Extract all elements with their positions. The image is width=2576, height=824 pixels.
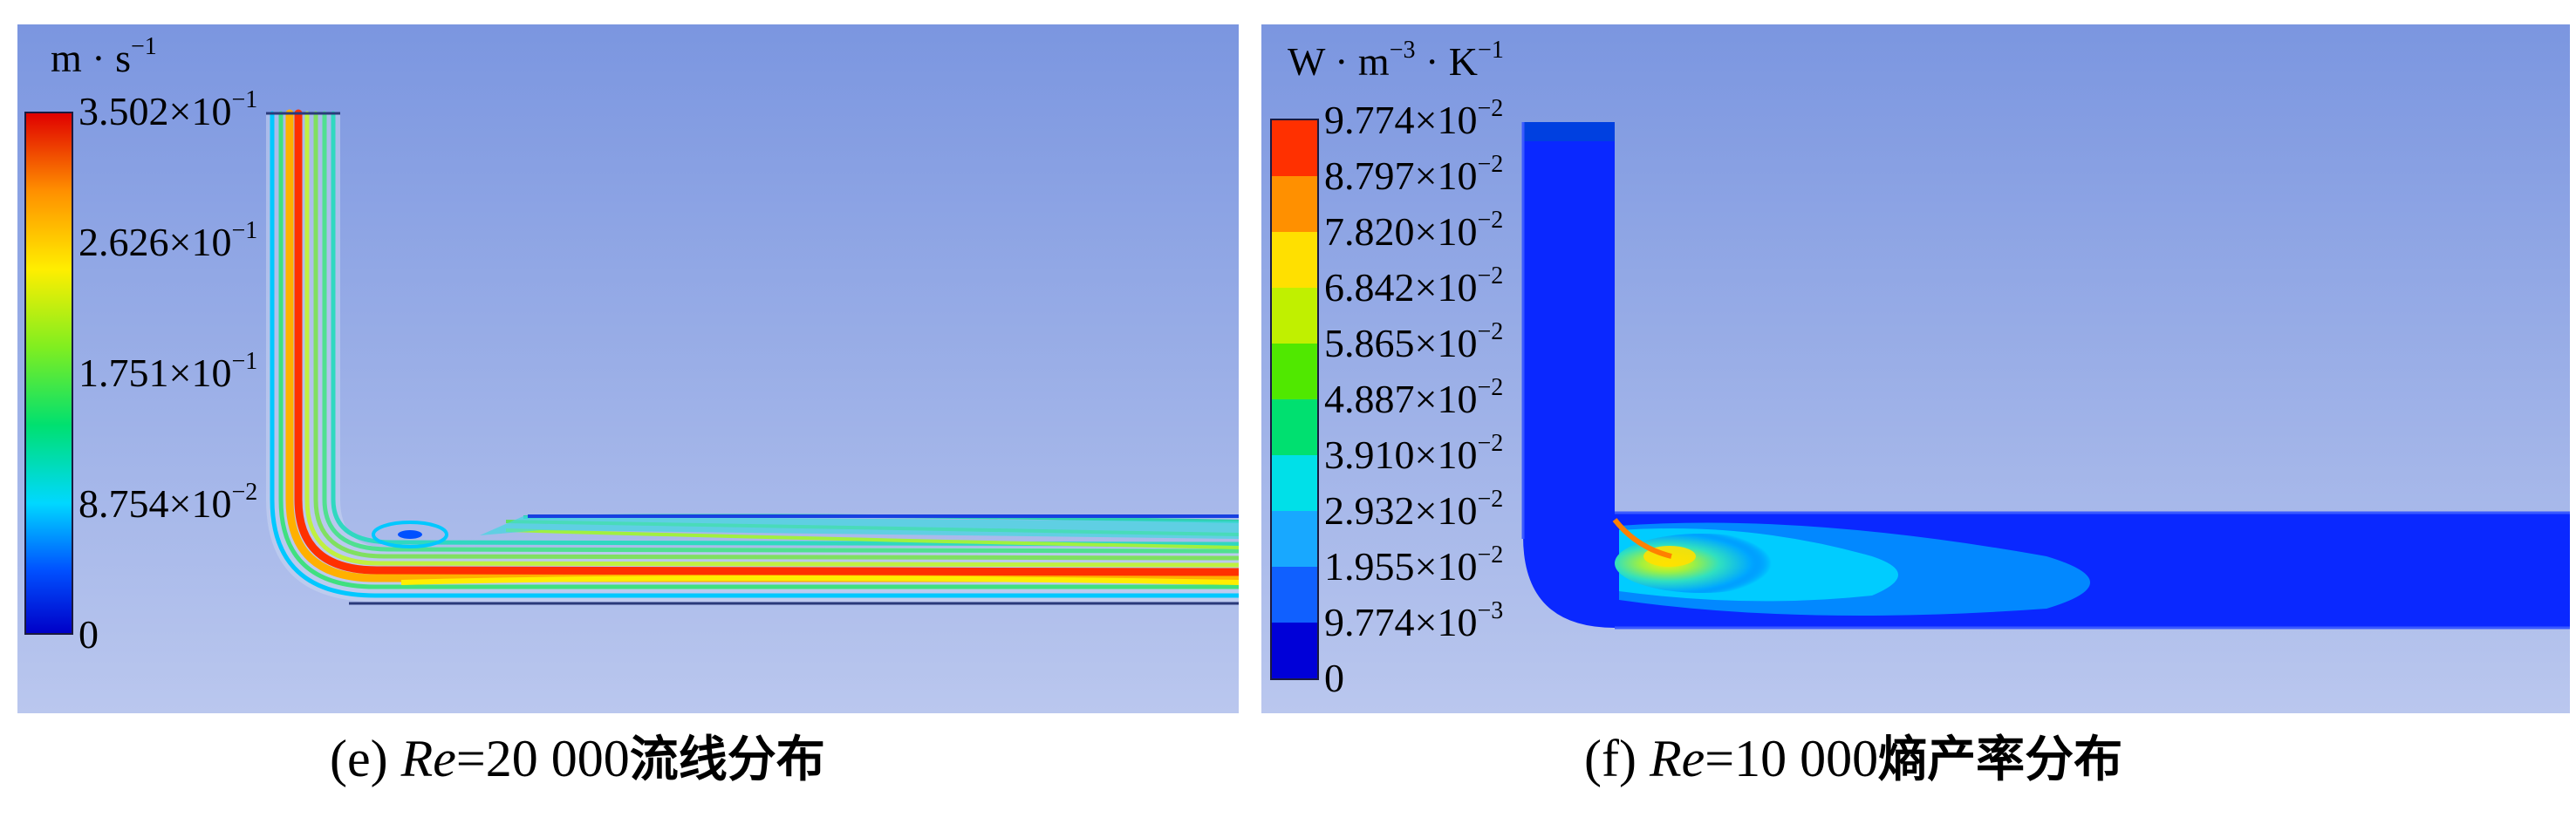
entropy-plot — [1261, 24, 2570, 713]
colorbar-tick-label: 2.626×10−1 — [79, 217, 258, 264]
colorbar-tick-label: 1.751×10−1 — [79, 348, 258, 395]
figure-caption-e: (e) Re=20 000流线分布 — [330, 730, 825, 788]
unit-label: m · s−1 — [51, 33, 157, 81]
colorbar-tick-label: 3.502×10−1 — [79, 86, 258, 133]
entropy-panel: W · m−3 · K−1 9.774×10−2 8.797×10−2 7.82… — [1261, 24, 2570, 713]
colorbar-tick-label: 5.865×10−2 — [1324, 318, 1504, 365]
colorbar-tick-label: 3.910×10−2 — [1324, 430, 1504, 477]
figure-caption-f: (f) Re=10 000熵产率分布 — [1584, 730, 2123, 788]
colorbar — [1270, 119, 1319, 680]
colorbar-tick-label: 9.774×10−3 — [1324, 597, 1504, 644]
colorbar-tick-label: 0 — [79, 612, 99, 657]
streamline-plot — [17, 24, 1239, 713]
colorbar-tick-label: 0 — [1324, 656, 1344, 700]
colorbar-tick-label: 8.754×10−2 — [79, 479, 258, 526]
colorbar-tick-label: 7.820×10−2 — [1324, 207, 1504, 254]
streamline-panel: m · s−1 3.502×10−1 2.626×10−1 1.751×10−1… — [17, 24, 1239, 713]
colorbar — [24, 112, 73, 635]
colorbar-tick-label: 8.797×10−2 — [1324, 151, 1504, 198]
colorbar-tick-label: 4.887×10−2 — [1324, 374, 1504, 421]
colorbar-tick-label: 6.842×10−2 — [1324, 262, 1504, 310]
colorbar-tick-label: 9.774×10−2 — [1324, 95, 1504, 142]
colorbar-tick-label: 2.932×10−2 — [1324, 486, 1504, 533]
colorbar-tick-label: 1.955×10−2 — [1324, 541, 1504, 589]
unit-label: W · m−3 · K−1 — [1288, 37, 1504, 85]
